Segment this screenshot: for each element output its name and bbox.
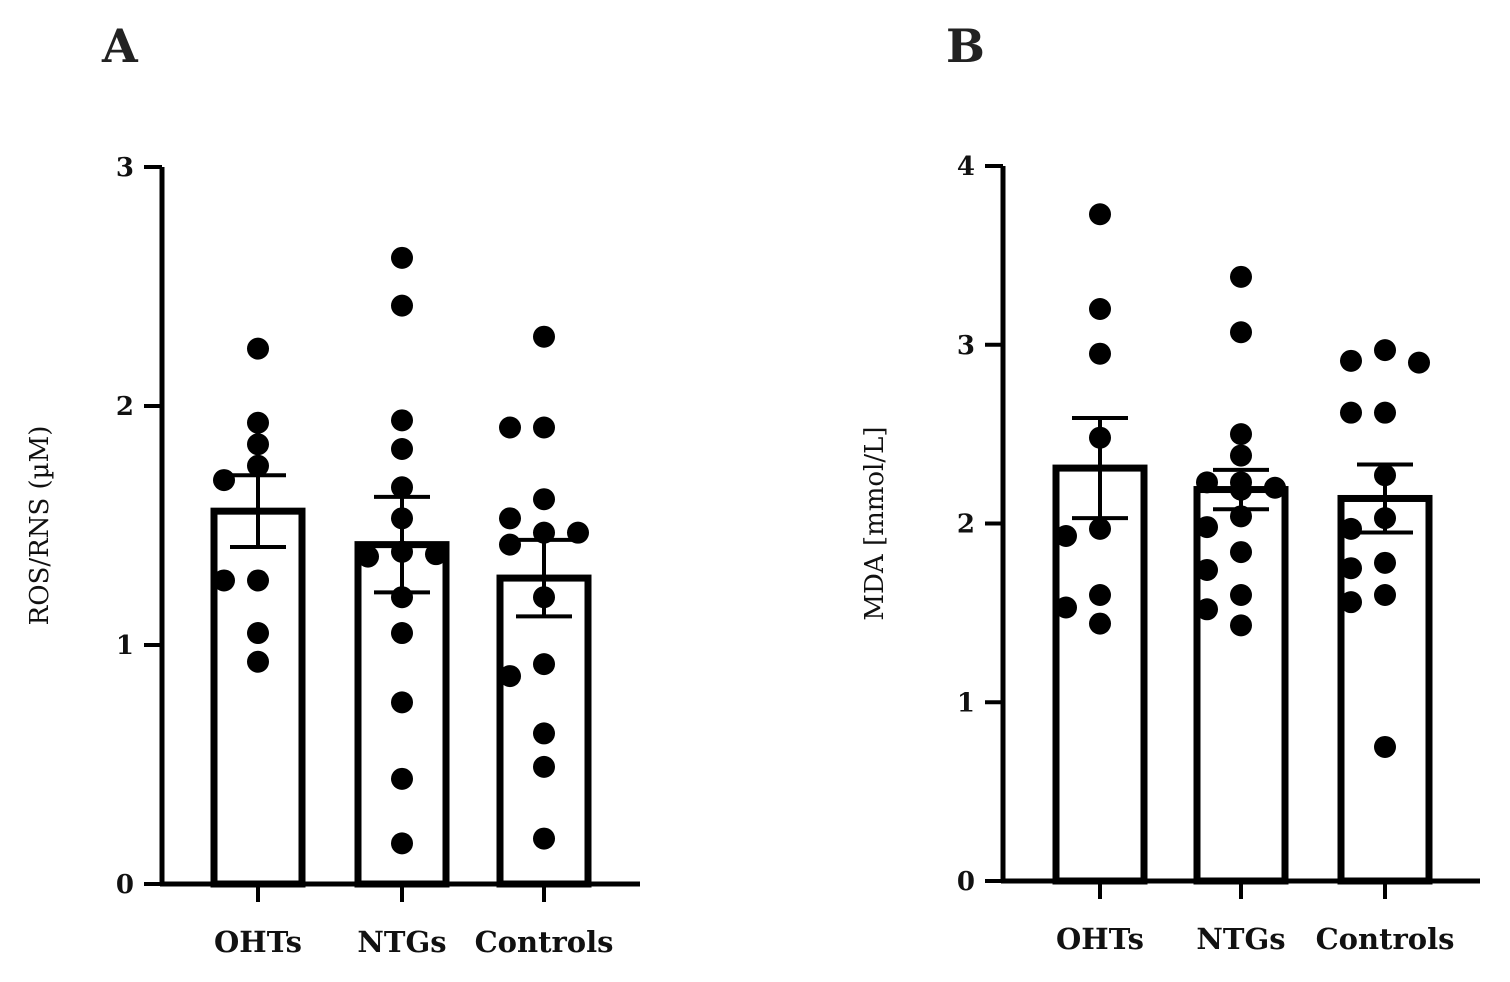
y-tick-label: 1	[957, 688, 975, 718]
data-point-ntgs	[1230, 505, 1252, 528]
data-point-controls	[1374, 464, 1396, 487]
data-point-ntgs	[391, 767, 413, 790]
data-point-ntgs	[391, 622, 413, 645]
data-point-controls	[533, 827, 555, 850]
data-point-ntgs	[391, 691, 413, 714]
data-point-ohts	[247, 433, 269, 456]
data-point-controls	[1340, 591, 1362, 614]
data-point-ntgs	[1230, 478, 1252, 501]
y-axis-title: ROS/RNS (µM)	[25, 426, 55, 626]
data-point-controls	[499, 533, 521, 556]
data-point-controls	[499, 416, 521, 439]
data-point-controls	[1374, 584, 1396, 606]
y-axis-title: MDA [mmol/L]	[860, 426, 890, 620]
data-point-ntgs	[391, 409, 413, 432]
data-point-ntgs	[425, 543, 447, 566]
y-tick-label: 2	[116, 392, 134, 422]
data-point-ohts	[247, 337, 269, 360]
y-tick-label: 2	[957, 510, 975, 540]
data-point-ntgs	[1230, 444, 1252, 467]
data-point-ohts	[247, 454, 269, 477]
data-point-ntgs	[1230, 265, 1252, 288]
y-tick-label: 4	[957, 152, 975, 182]
data-point-ohts	[247, 411, 269, 434]
data-point-ohts	[213, 469, 235, 492]
data-point-ntgs	[391, 476, 413, 499]
data-point-ntgs	[1196, 598, 1218, 621]
panel-label-b: B	[946, 19, 985, 73]
data-point-ntgs	[391, 507, 413, 530]
data-point-ohts	[1055, 596, 1077, 619]
data-point-ohts	[1089, 342, 1111, 365]
data-point-controls	[1340, 349, 1362, 372]
data-point-controls	[1374, 735, 1396, 758]
data-point-controls	[567, 521, 589, 544]
data-point-controls	[1374, 551, 1396, 574]
data-point-ohts	[1089, 203, 1111, 226]
x-category-label: NTGs	[357, 925, 446, 959]
data-point-controls	[499, 507, 521, 530]
data-point-ohts	[247, 622, 269, 645]
bar-ohts	[210, 507, 306, 888]
data-point-ohts	[247, 650, 269, 673]
data-point-ohts	[1055, 525, 1077, 548]
data-point-controls	[533, 325, 555, 348]
panel-b-chart: 0 1 2 3 4 MDA [mmol/L] OHTs NTGs Controls	[860, 152, 1480, 956]
data-point-ohts	[247, 569, 269, 592]
data-point-ntgs	[1196, 558, 1218, 581]
data-point-ntgs	[1230, 584, 1252, 606]
data-point-controls	[1374, 401, 1396, 424]
data-point-ntgs	[1196, 471, 1218, 494]
data-point-controls	[533, 488, 555, 511]
x-category-label: OHTs	[1056, 922, 1144, 956]
data-point-ohts	[1089, 517, 1111, 540]
y-tick-label: 1	[116, 631, 134, 661]
data-point-ohts	[1089, 298, 1111, 320]
x-category-label: Controls	[475, 925, 614, 959]
y-tick-label: 3	[116, 153, 134, 183]
data-point-ntgs	[1230, 614, 1252, 637]
data-point-ntgs	[391, 294, 413, 317]
data-point-controls	[533, 722, 555, 745]
data-point-controls	[1374, 339, 1396, 362]
data-point-controls	[1340, 517, 1362, 540]
data-point-controls	[533, 416, 555, 439]
data-point-ntgs	[357, 545, 379, 568]
y-tick-label: 3	[957, 331, 975, 361]
data-point-controls	[1408, 351, 1430, 374]
data-point-ntgs	[1230, 423, 1252, 446]
x-category-label: OHTs	[214, 925, 302, 959]
y-tick-label: 0	[116, 870, 134, 900]
y-tick-label: 0	[957, 867, 975, 897]
data-point-ohts	[213, 569, 235, 592]
data-point-controls	[499, 665, 521, 688]
panel-label-a: A	[101, 19, 139, 73]
data-point-ohts	[1089, 426, 1111, 449]
data-point-controls	[533, 653, 555, 676]
data-point-controls	[533, 755, 555, 778]
data-point-ntgs	[1230, 541, 1252, 564]
data-point-ntgs	[391, 832, 413, 855]
data-point-ntgs	[391, 586, 413, 609]
data-point-controls	[1340, 401, 1362, 424]
data-point-controls	[1340, 557, 1362, 580]
data-point-ntgs	[1230, 321, 1252, 344]
data-point-controls	[533, 586, 555, 609]
data-point-ohts	[1089, 612, 1111, 635]
data-point-controls	[1374, 507, 1396, 530]
data-point-ntgs	[1264, 476, 1286, 499]
data-point-ohts	[1089, 584, 1111, 606]
x-category-label: Controls	[1316, 922, 1455, 956]
data-point-ntgs	[1196, 516, 1218, 539]
data-point-ntgs	[391, 438, 413, 461]
panel-a-chart: 0 1 2 3 ROS/RNS (µM) OHTs NTGs Controls	[25, 153, 640, 959]
data-point-ntgs	[391, 246, 413, 269]
data-point-controls	[533, 521, 555, 544]
data-point-ntgs	[391, 540, 413, 563]
x-category-label: NTGs	[1196, 922, 1285, 956]
